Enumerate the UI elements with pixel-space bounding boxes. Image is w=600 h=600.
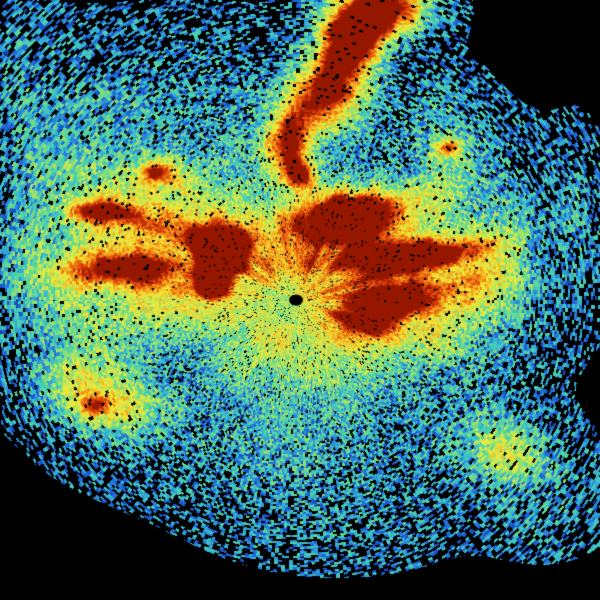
radar-heatmap-figure bbox=[0, 0, 600, 600]
radar-heatmap-canvas bbox=[0, 0, 600, 600]
